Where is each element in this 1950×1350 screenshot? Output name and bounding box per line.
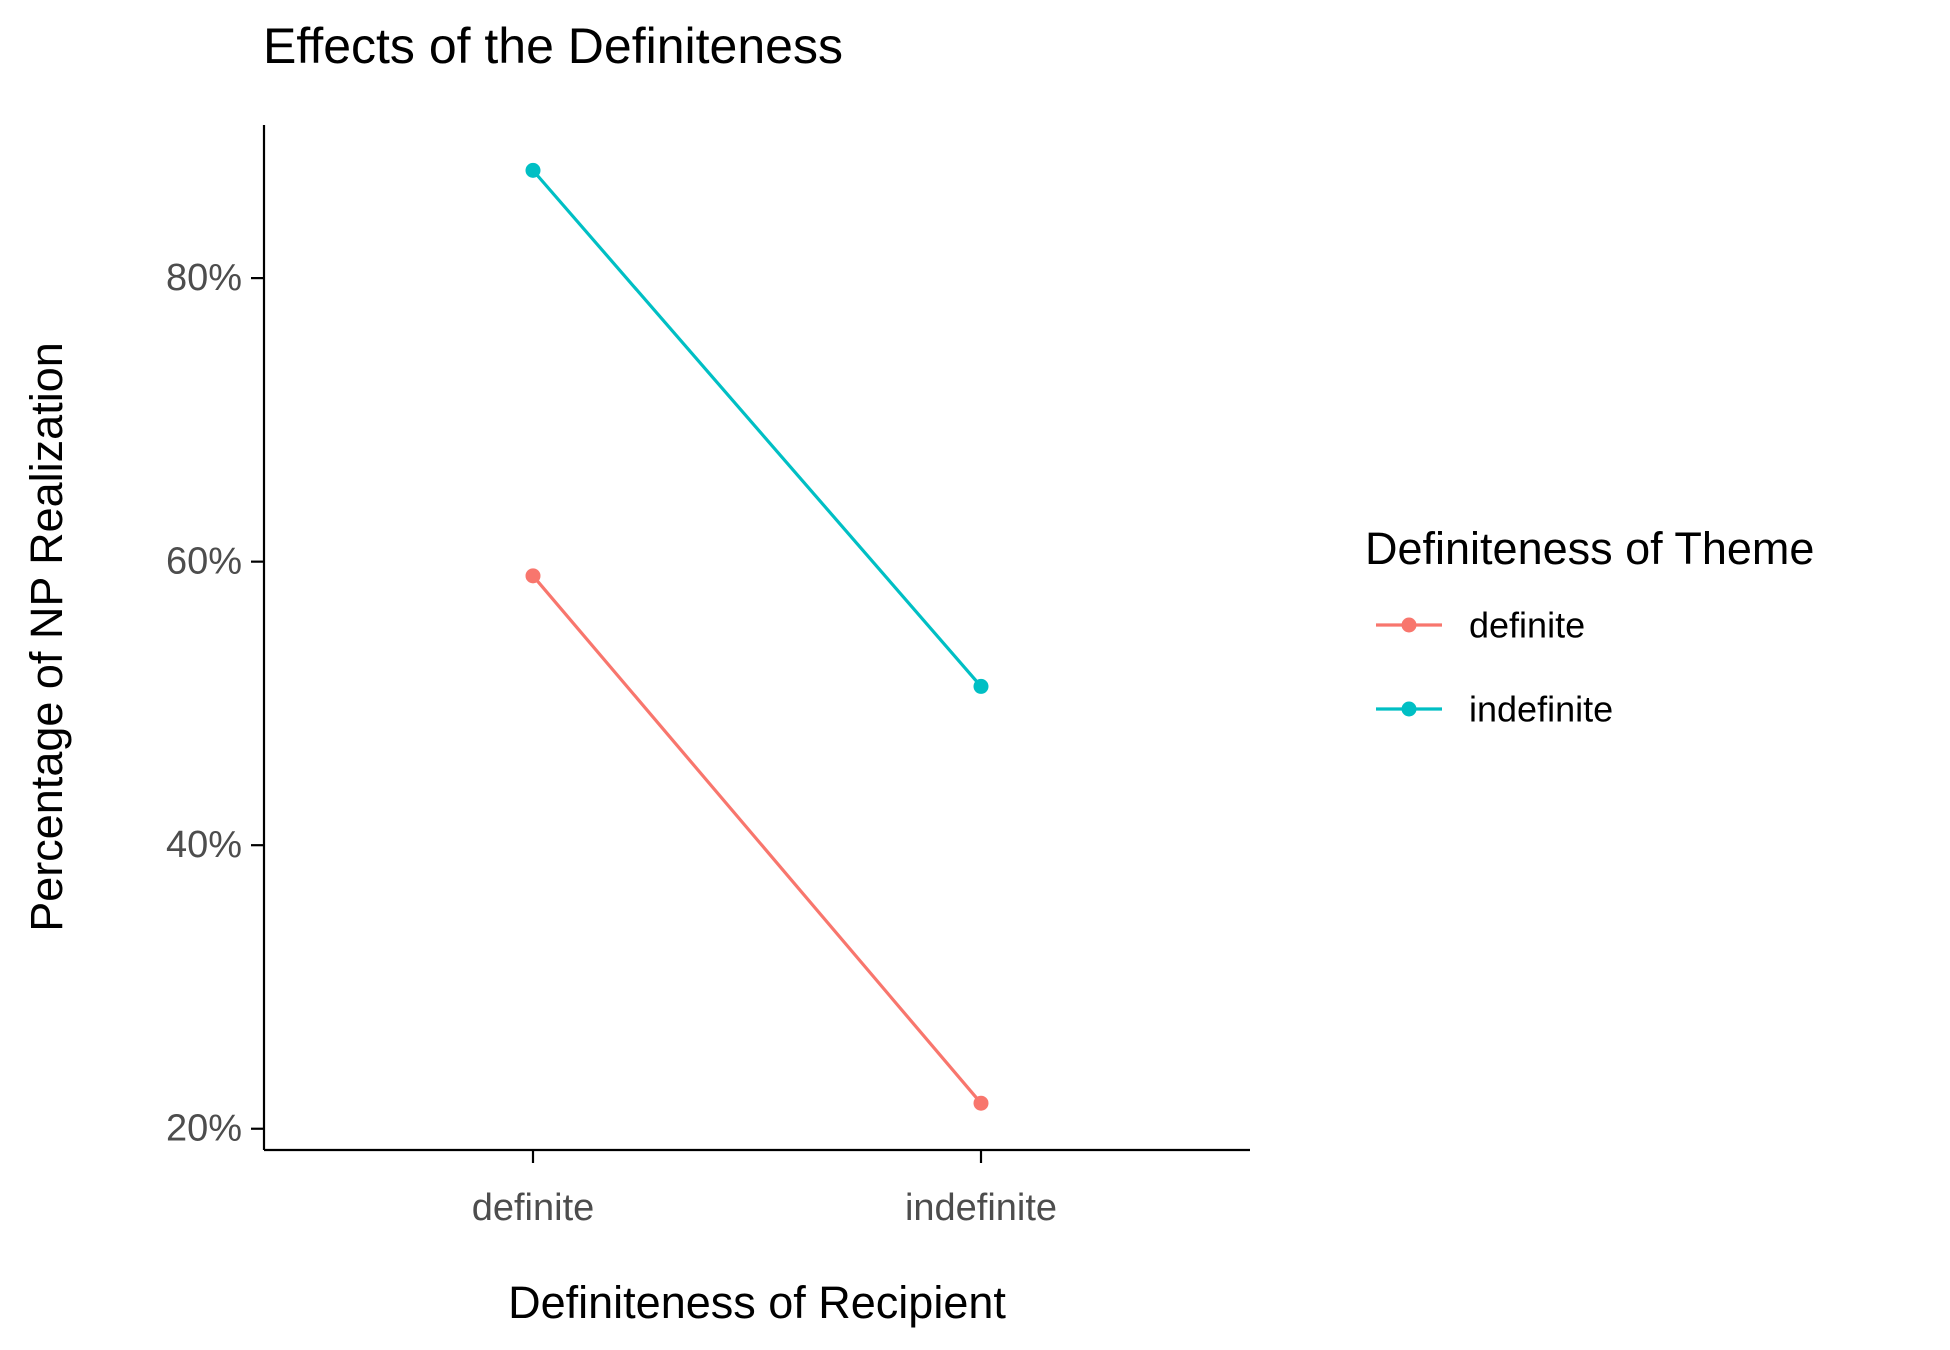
legend-item: definite (1376, 605, 1585, 646)
x-axis-title: Definiteness of Recipient (508, 1277, 1006, 1328)
y-axis-title: Percentage of NP Realization (21, 342, 72, 932)
data-point (973, 1095, 989, 1111)
series-line (531, 574, 983, 1105)
series-line (531, 169, 983, 688)
data-point (525, 162, 541, 178)
legend-title: Definiteness of Theme (1365, 523, 1814, 574)
y-axis-ticks: 20% 40% 60% 80% (166, 257, 264, 1150)
plot-area: 20% 40% 60% 80% definite indefinite (166, 125, 1250, 1229)
legend-item: indefinite (1376, 689, 1613, 730)
legend: Definiteness of Theme definite indefinite (1365, 523, 1814, 730)
y-tick-label: 80% (166, 257, 242, 299)
chart-title: Effects of the Definiteness (263, 18, 843, 74)
x-tick-label: indefinite (905, 1187, 1057, 1229)
x-tick-label: definite (472, 1187, 595, 1229)
legend-items: definite indefinite (1376, 605, 1613, 730)
series-layer (525, 162, 989, 1111)
legend-key-point (1401, 701, 1417, 717)
legend-label: definite (1469, 605, 1585, 646)
y-tick-label: 60% (166, 541, 242, 583)
y-tick-label: 20% (166, 1108, 242, 1150)
legend-key-point (1401, 617, 1417, 633)
data-point (973, 678, 989, 694)
legend-label: indefinite (1469, 689, 1613, 730)
series-indefinite (525, 162, 989, 694)
y-tick-label: 40% (166, 824, 242, 866)
x-axis-ticks: definite indefinite (472, 1150, 1057, 1229)
series-definite (525, 568, 989, 1111)
data-point (525, 568, 541, 584)
